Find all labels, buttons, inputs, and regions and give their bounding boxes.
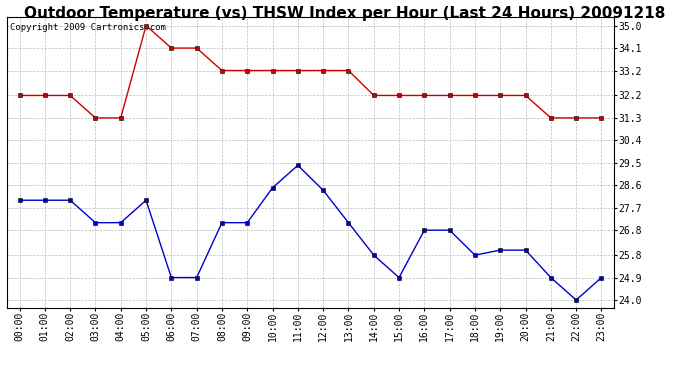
Text: Outdoor Temperature (vs) THSW Index per Hour (Last 24 Hours) 20091218: Outdoor Temperature (vs) THSW Index per … <box>24 6 666 21</box>
Text: Copyright 2009 Cartronics.com: Copyright 2009 Cartronics.com <box>10 22 166 32</box>
